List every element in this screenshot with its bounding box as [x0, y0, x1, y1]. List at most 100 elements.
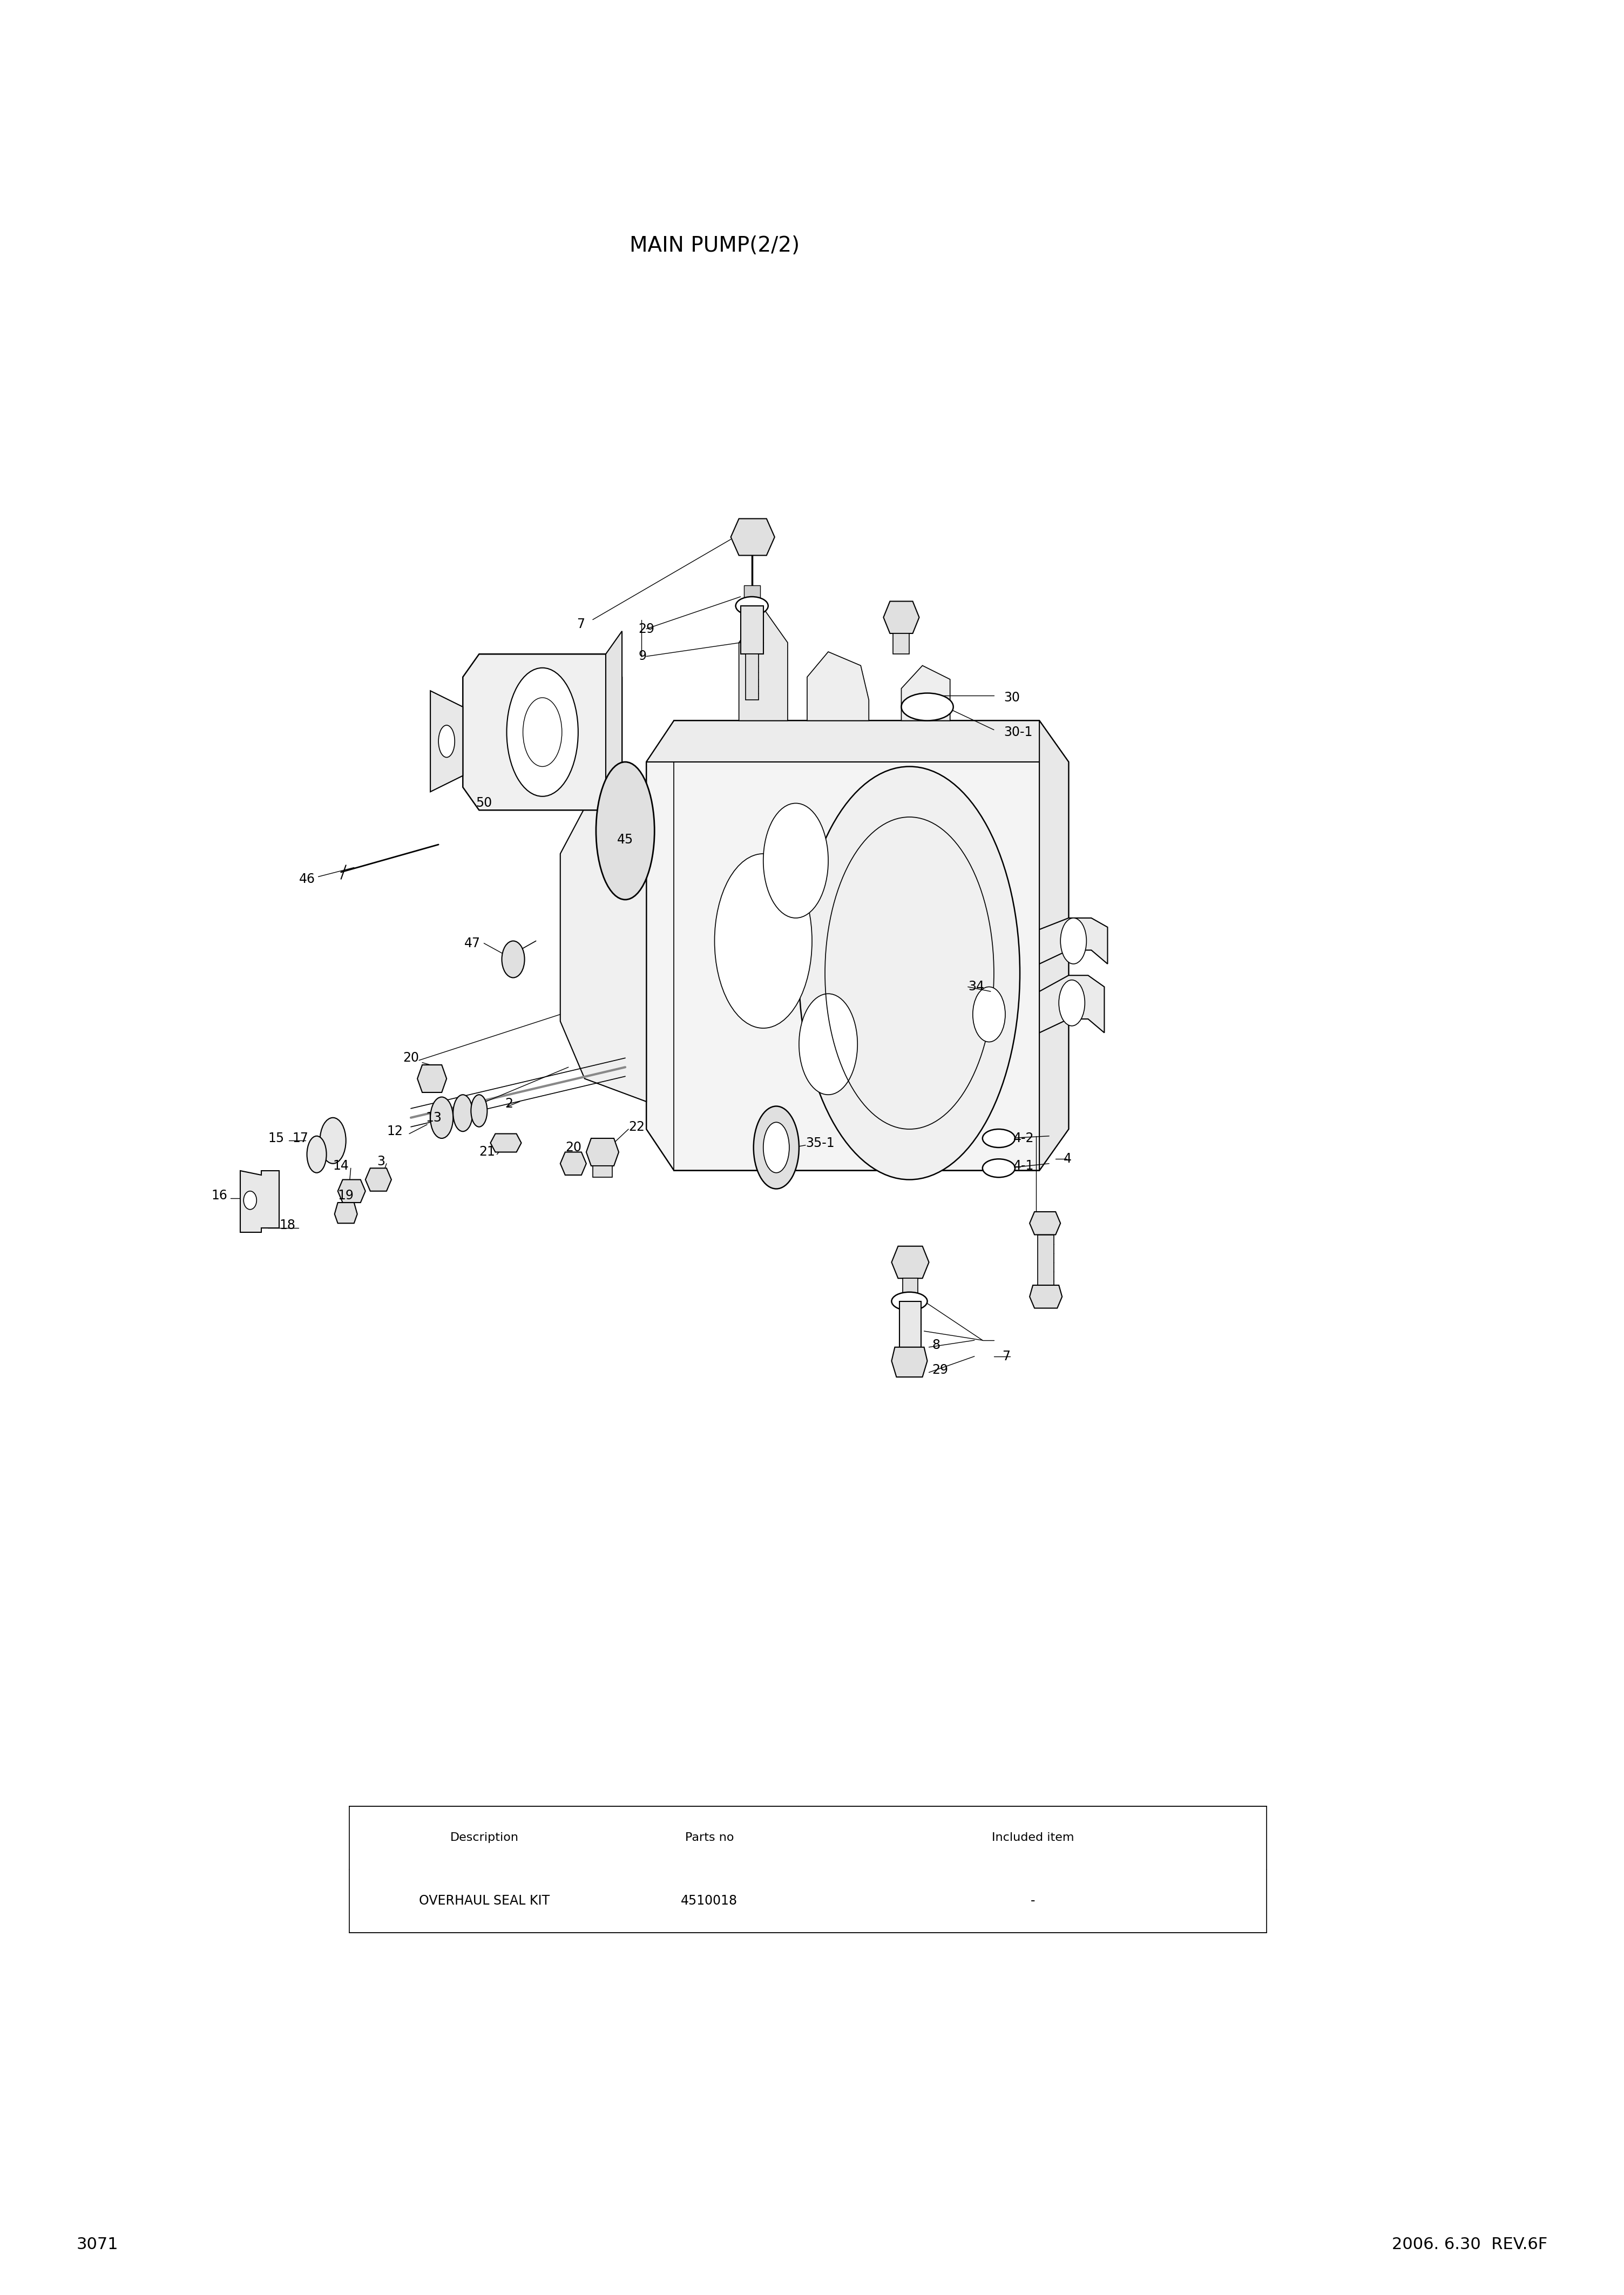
Text: 12: 12 [387, 1125, 403, 1138]
Text: 19: 19 [338, 1189, 354, 1203]
Text: 15: 15 [268, 1131, 284, 1145]
Ellipse shape [1060, 918, 1086, 964]
Text: 18: 18 [279, 1219, 296, 1232]
Polygon shape [606, 631, 622, 810]
Ellipse shape [320, 1118, 346, 1164]
Ellipse shape [1059, 980, 1085, 1026]
Polygon shape [1030, 1285, 1062, 1308]
Polygon shape [365, 1168, 391, 1191]
Bar [349, 1806, 1267, 1932]
Ellipse shape [754, 1106, 799, 1189]
Ellipse shape [453, 1095, 473, 1131]
Ellipse shape [502, 941, 525, 978]
Ellipse shape [983, 1159, 1015, 1177]
Text: Included item: Included item [992, 1831, 1073, 1843]
Ellipse shape [901, 693, 953, 721]
Ellipse shape [430, 1097, 453, 1138]
Text: -: - [1031, 1893, 1034, 1907]
Ellipse shape [799, 994, 857, 1095]
Text: 3071: 3071 [76, 2238, 119, 2251]
Text: OVERHAUL SEAL KIT: OVERHAUL SEAL KIT [419, 1893, 551, 1907]
Text: 4-2: 4-2 [1013, 1131, 1034, 1145]
Text: 30-1: 30-1 [1004, 725, 1033, 739]
Polygon shape [731, 519, 775, 555]
Text: 50: 50 [476, 796, 492, 810]
Ellipse shape [763, 1122, 789, 1173]
Text: 20: 20 [403, 1051, 419, 1065]
Text: 13: 13 [425, 1111, 442, 1125]
Text: 3: 3 [377, 1154, 385, 1168]
Text: 14: 14 [333, 1159, 349, 1173]
Text: 7: 7 [1002, 1349, 1010, 1363]
Ellipse shape [892, 1292, 927, 1310]
Polygon shape [883, 601, 919, 633]
Polygon shape [739, 608, 788, 721]
Text: 8: 8 [932, 1338, 940, 1352]
Bar [1038, 1235, 1054, 1285]
Ellipse shape [244, 1191, 257, 1209]
Text: 34: 34 [968, 980, 984, 994]
Text: MAIN PUMP(2/2): MAIN PUMP(2/2) [630, 236, 799, 255]
Text: 4: 4 [1064, 1152, 1072, 1166]
Text: Parts no: Parts no [685, 1831, 734, 1843]
Text: 20: 20 [565, 1141, 581, 1154]
Polygon shape [1039, 721, 1069, 1170]
Polygon shape [240, 1170, 279, 1232]
Polygon shape [892, 1246, 929, 1278]
Text: Description: Description [450, 1831, 518, 1843]
Polygon shape [646, 721, 1069, 762]
Ellipse shape [438, 725, 455, 757]
Ellipse shape [596, 762, 654, 900]
Polygon shape [901, 666, 950, 721]
Ellipse shape [736, 597, 768, 615]
Polygon shape [1039, 918, 1108, 964]
Ellipse shape [471, 1095, 487, 1127]
Text: 4-1: 4-1 [1013, 1159, 1034, 1173]
Text: 29: 29 [932, 1363, 948, 1377]
Text: 17: 17 [292, 1131, 309, 1145]
Ellipse shape [715, 854, 812, 1028]
Polygon shape [560, 1152, 586, 1175]
Text: 2006. 6.30  REV.6F: 2006. 6.30 REV.6F [1392, 2238, 1548, 2251]
Text: 35-1: 35-1 [806, 1136, 835, 1150]
Text: 30: 30 [1004, 691, 1020, 705]
Polygon shape [807, 652, 869, 721]
Polygon shape [490, 1134, 521, 1152]
Bar [893, 633, 909, 654]
Polygon shape [892, 1347, 927, 1377]
Ellipse shape [763, 803, 828, 918]
Polygon shape [1039, 975, 1104, 1033]
Ellipse shape [523, 698, 562, 767]
Bar [744, 585, 760, 601]
Bar [745, 654, 758, 700]
Text: 47: 47 [464, 936, 481, 950]
Polygon shape [1030, 1212, 1060, 1235]
Polygon shape [417, 1065, 447, 1092]
Text: 46: 46 [299, 872, 315, 886]
Text: 21: 21 [479, 1145, 495, 1159]
Bar [593, 1166, 612, 1177]
Text: 29: 29 [638, 622, 654, 636]
Polygon shape [646, 721, 1069, 1170]
Text: 7: 7 [577, 617, 585, 631]
Polygon shape [560, 792, 646, 1102]
Text: 9: 9 [638, 649, 646, 663]
Ellipse shape [983, 1129, 1015, 1148]
Polygon shape [338, 1180, 365, 1203]
Bar [903, 1278, 918, 1301]
Ellipse shape [799, 767, 1020, 1180]
Bar [900, 1301, 921, 1347]
Text: 4510018: 4510018 [680, 1893, 737, 1907]
Polygon shape [335, 1203, 357, 1223]
Text: 16: 16 [211, 1189, 227, 1203]
Bar [741, 606, 763, 654]
Ellipse shape [307, 1136, 326, 1173]
Polygon shape [430, 691, 463, 792]
Text: 45: 45 [617, 833, 633, 847]
Text: 22: 22 [628, 1120, 645, 1134]
Ellipse shape [973, 987, 1005, 1042]
Ellipse shape [507, 668, 578, 796]
Polygon shape [463, 654, 622, 810]
Polygon shape [586, 1138, 619, 1166]
Text: 2: 2 [505, 1097, 513, 1111]
